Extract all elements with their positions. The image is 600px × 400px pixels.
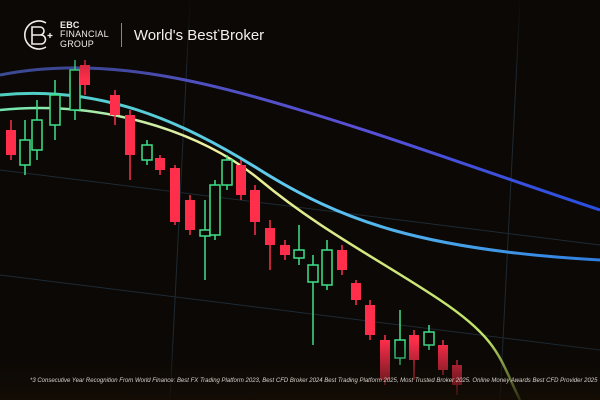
awards-footnote: *3 Consecutive Year Recognition From Wor… — [30, 378, 598, 384]
tagline-text: World's Best — [133, 26, 218, 44]
brand-line-3: GROUP — [60, 38, 95, 49]
tagline-text-end: Broker — [220, 26, 265, 44]
footnote-mark: * — [217, 28, 220, 36]
ebc-logo-icon — [24, 20, 53, 50]
brand-name: EBC FINANCIAL GROUP — [60, 19, 109, 50]
header-divider — [120, 23, 122, 47]
ebc-logo[interactable]: EBC FINANCIAL GROUP — [22, 18, 109, 52]
brand-line-2: FINANCIAL — [60, 29, 109, 40]
header: EBC FINANCIAL GROUP World's Best*Broker — [22, 18, 264, 52]
tagline: World's Best*Broker — [134, 27, 264, 44]
brand-line-1: EBC — [60, 19, 80, 30]
